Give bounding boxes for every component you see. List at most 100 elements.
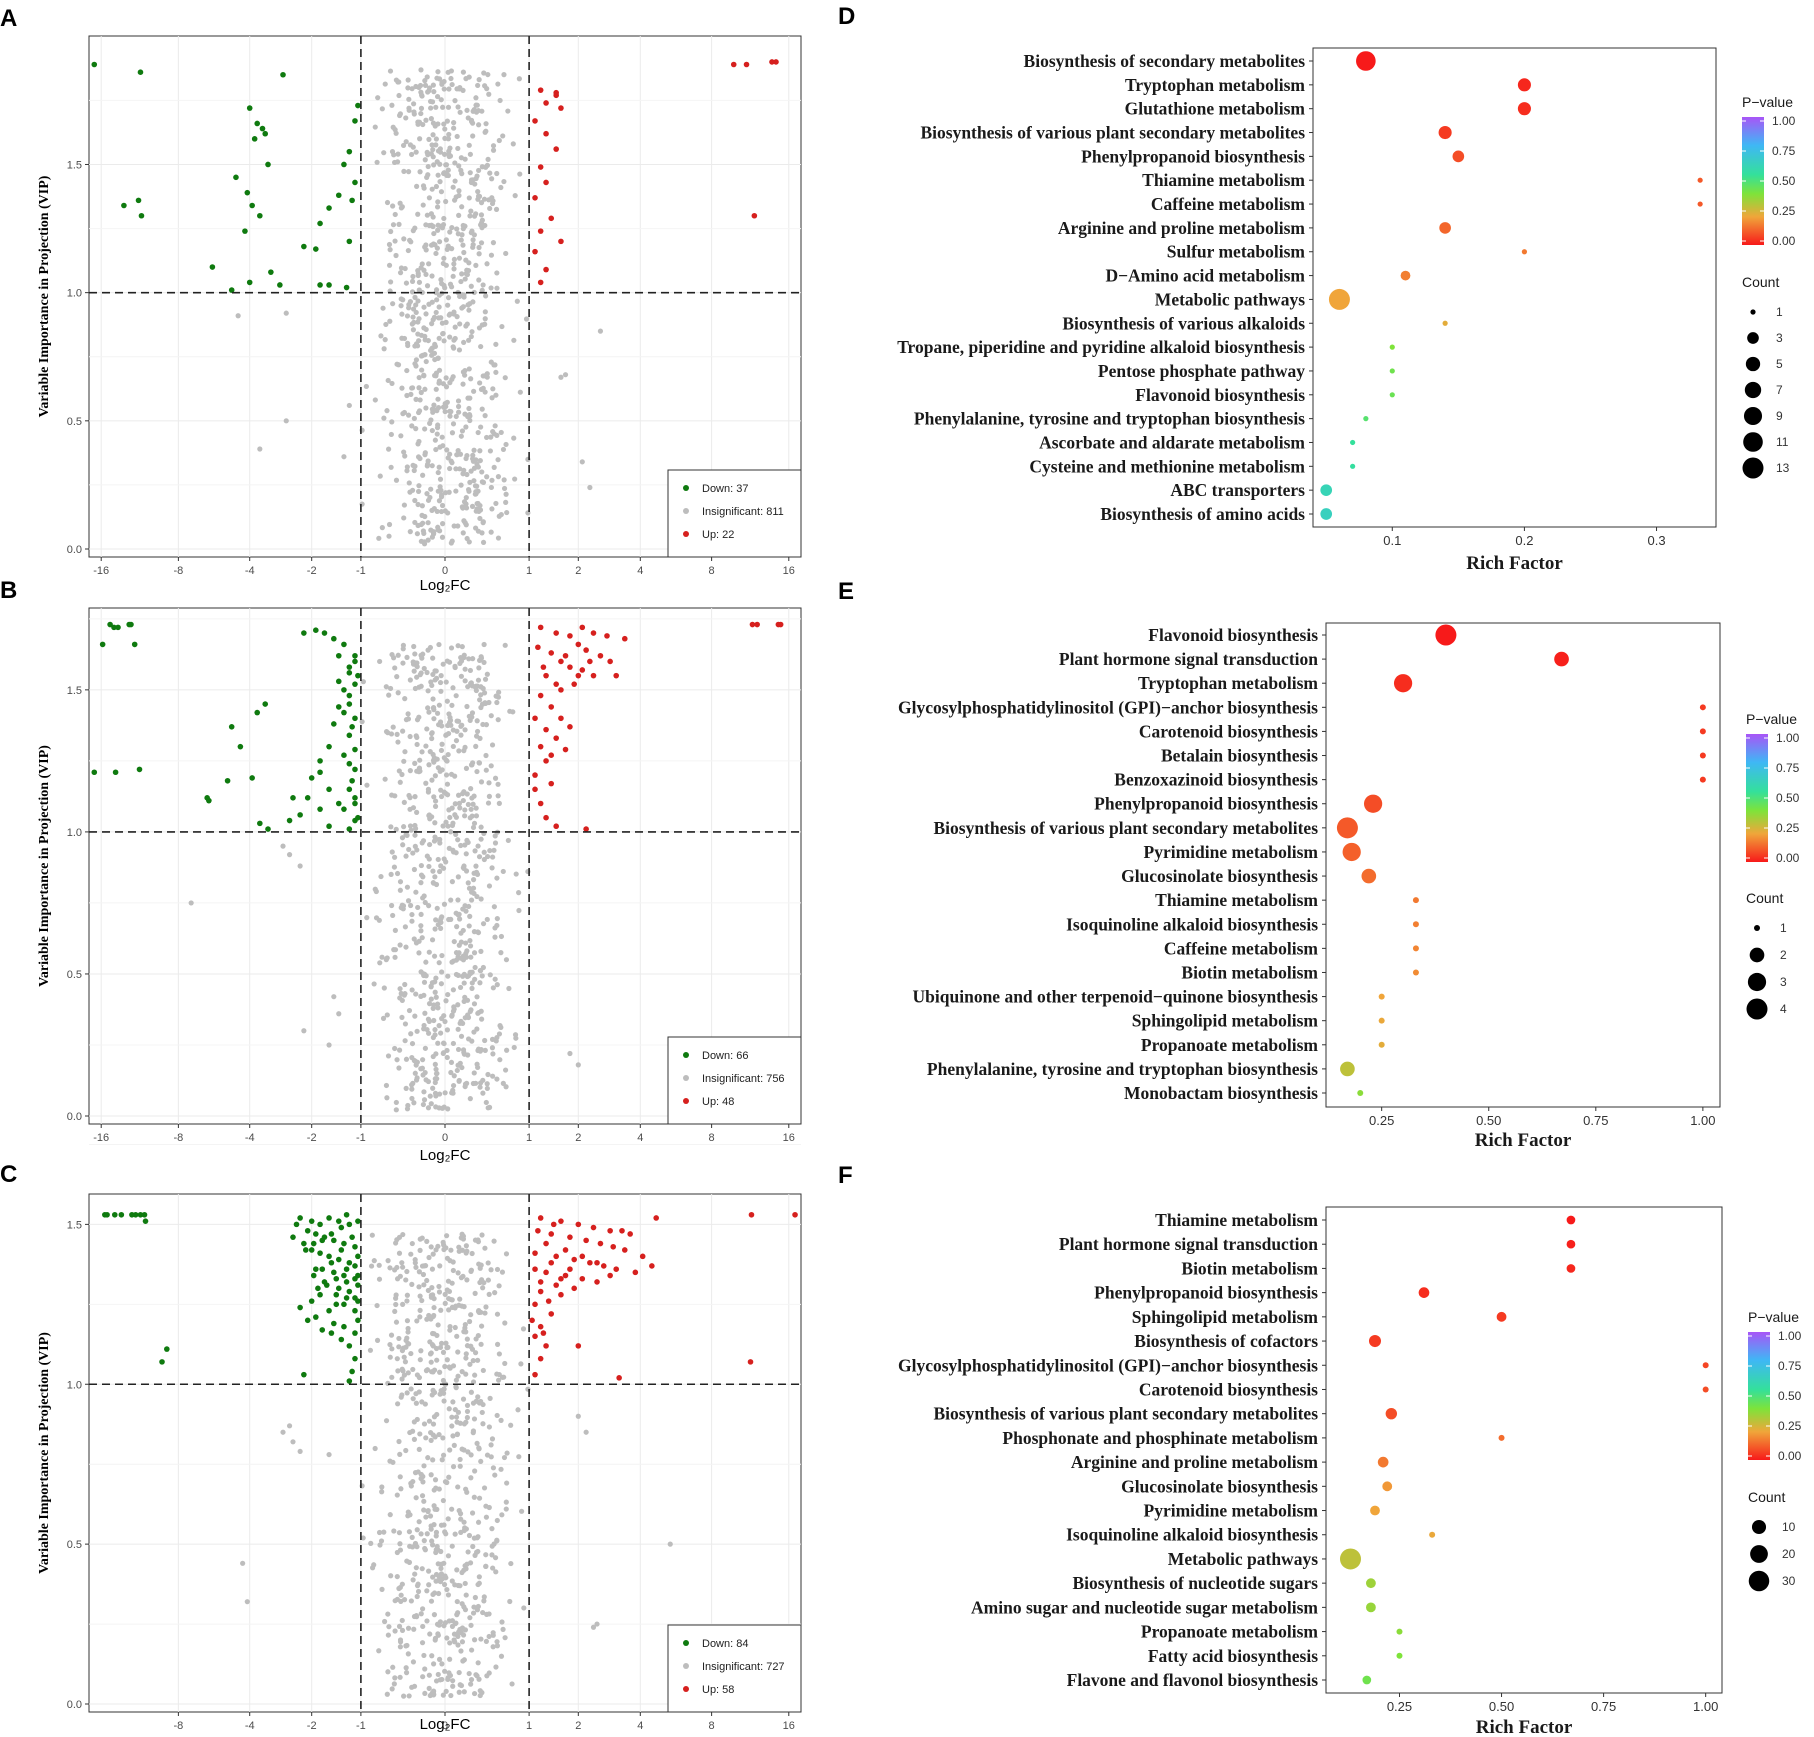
point-down [328, 1231, 335, 1237]
point-insignificant [425, 497, 432, 503]
point-insignificant [489, 176, 495, 182]
point-up [537, 692, 544, 699]
point-down [352, 746, 358, 753]
point-down [341, 1301, 347, 1308]
point-insignificant [407, 767, 413, 774]
point-insignificant [460, 87, 466, 93]
pathway-label: Phenylpropanoid biosynthesis [1094, 1283, 1318, 1303]
point-insignificant [385, 1380, 391, 1386]
point-insignificant [482, 676, 489, 682]
point-insignificant [455, 1002, 461, 1008]
point-insignificant [503, 1499, 509, 1505]
point-insignificant [453, 1377, 459, 1383]
point-insignificant [444, 1479, 450, 1486]
point-insignificant [444, 1586, 450, 1593]
point-insignificant [419, 1057, 426, 1063]
point-insignificant [444, 118, 450, 124]
point-insignificant [404, 313, 411, 319]
point-insignificant [436, 1431, 442, 1438]
point-insignificant [396, 1065, 402, 1071]
point-insignificant [454, 1612, 460, 1618]
point-insignificant [473, 743, 479, 749]
point-insignificant [473, 863, 479, 869]
point-insignificant [394, 159, 401, 165]
point-insignificant [490, 1630, 496, 1636]
point-insignificant [463, 1250, 469, 1256]
point-insignificant [396, 1250, 403, 1256]
point-insignificant [400, 660, 406, 666]
point-insignificant [478, 1458, 484, 1465]
point-insignificant [435, 1322, 441, 1328]
point-insignificant [464, 1408, 471, 1415]
point-down [257, 820, 263, 827]
point-up [627, 1231, 633, 1237]
pathway-label: Isoquinoline alkaloid biosynthesis [1066, 914, 1318, 934]
point-insignificant [508, 1422, 514, 1428]
point-insignificant [449, 1578, 455, 1584]
point-up [583, 647, 589, 653]
point-insignificant [423, 358, 429, 365]
point-insignificant [519, 1508, 525, 1514]
point-insignificant [444, 1054, 450, 1061]
point-insignificant [449, 1423, 455, 1429]
point-insignificant [475, 429, 481, 436]
point-insignificant [401, 1693, 407, 1699]
point-insignificant [434, 1411, 440, 1418]
point-down [346, 1343, 353, 1349]
point-insignificant [471, 1001, 478, 1007]
point-down [319, 1327, 326, 1333]
point-insignificant [408, 1251, 414, 1257]
point-insignificant [458, 842, 464, 849]
point-insignificant [428, 1316, 434, 1322]
point-insignificant [426, 903, 432, 909]
point-insignificant [460, 797, 466, 804]
point-insignificant [500, 1080, 506, 1086]
point-insignificant [463, 1351, 469, 1357]
pathway-label: Sphingolipid metabolism [1132, 1307, 1319, 1327]
pathway-label: Propanoate metabolism [1141, 1035, 1319, 1055]
x-axis-label: Log₂FC [420, 1716, 471, 1733]
point-insignificant [431, 1331, 437, 1337]
point-insignificant [437, 836, 443, 843]
point-insignificant [414, 847, 420, 853]
point-insignificant [402, 924, 408, 930]
y-axis-label: Variable Importance in Projection (VIP) [37, 1332, 52, 1574]
colorbar-tick-label: 0.00 [1778, 1449, 1802, 1463]
point-insignificant [451, 345, 457, 351]
point-insignificant [462, 1627, 469, 1633]
point-insignificant [290, 1439, 296, 1445]
point-insignificant [431, 707, 437, 713]
point-insignificant [455, 1484, 461, 1490]
point-insignificant [407, 529, 413, 535]
point-insignificant [424, 853, 430, 859]
point-insignificant [437, 868, 443, 875]
point-insignificant [500, 446, 507, 453]
point-down [352, 795, 358, 801]
count-legend-marker [1754, 925, 1760, 931]
point-insignificant [407, 1429, 413, 1436]
point-insignificant [431, 1304, 437, 1311]
point-down [265, 826, 271, 832]
point-insignificant [390, 912, 396, 919]
point-insignificant [418, 1611, 424, 1617]
point-insignificant [418, 105, 425, 111]
point-insignificant [405, 77, 411, 83]
point-insignificant [466, 74, 472, 80]
point-insignificant [462, 678, 468, 684]
point-insignificant [386, 692, 392, 698]
bubble-point [1702, 1362, 1709, 1369]
pathway-label: Arginine and proline metabolism [1058, 218, 1306, 238]
point-insignificant [435, 469, 441, 476]
point-insignificant [409, 1534, 415, 1540]
point-insignificant [489, 1436, 496, 1442]
point-insignificant [471, 232, 477, 238]
point-insignificant [392, 947, 399, 953]
point-insignificant [430, 655, 436, 661]
point-insignificant [399, 1581, 405, 1587]
point-insignificant [481, 1594, 487, 1600]
pathway-label: D−Amino acid metabolism [1105, 266, 1305, 286]
point-down [346, 148, 353, 155]
point-up [567, 633, 573, 639]
point-down [244, 189, 251, 196]
